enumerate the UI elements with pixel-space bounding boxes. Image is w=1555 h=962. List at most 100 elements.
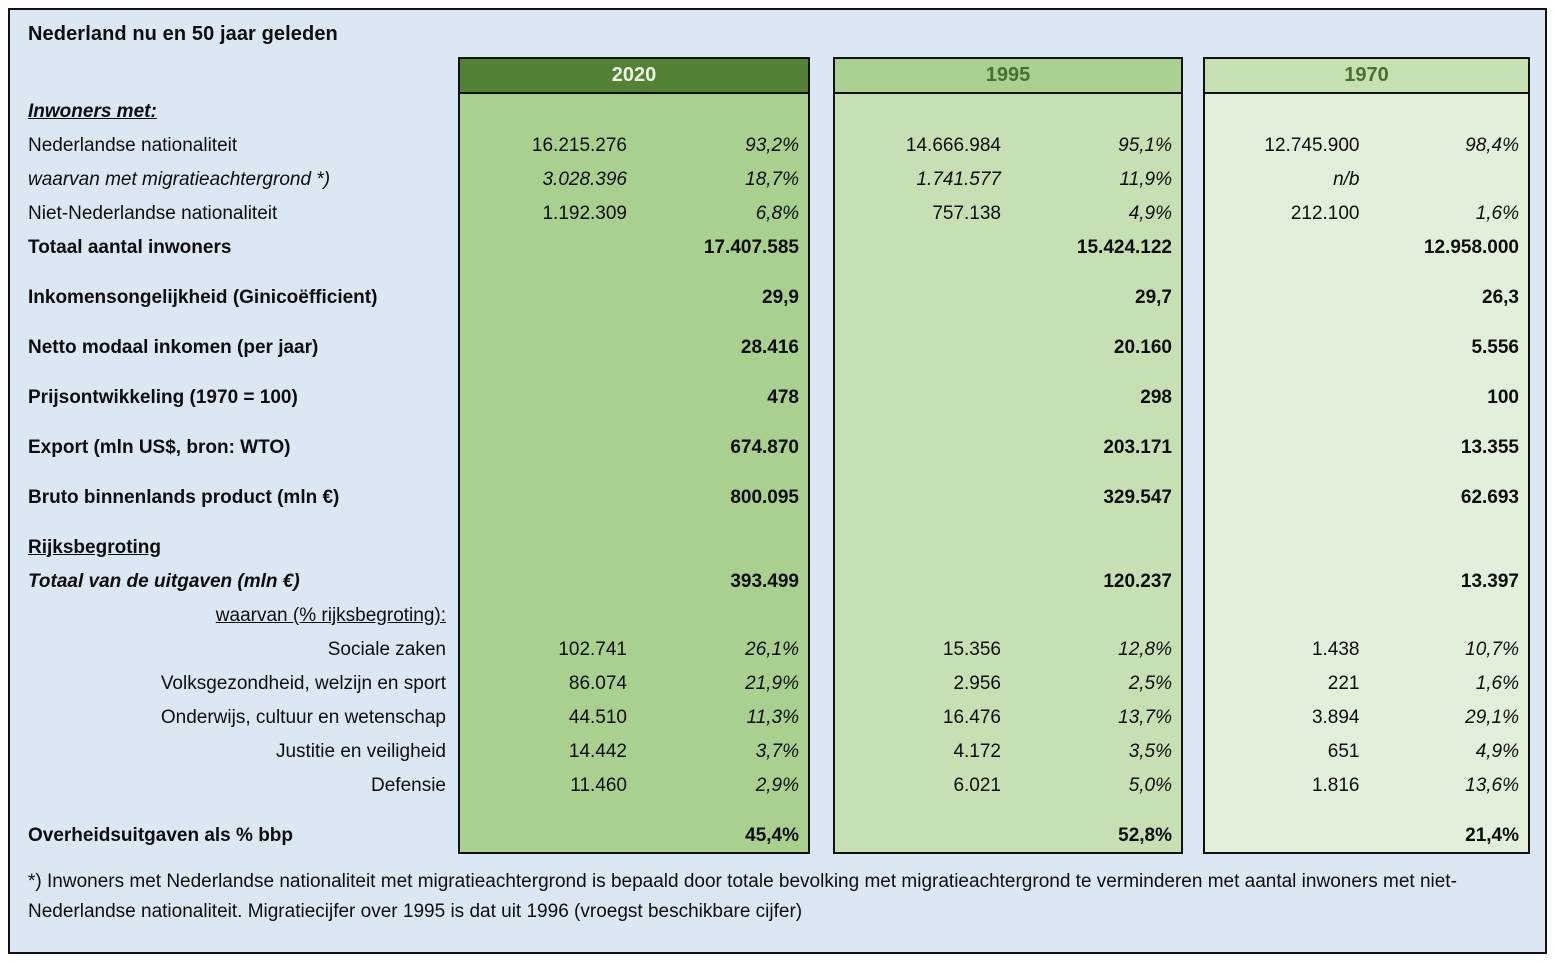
table-row: 393.499 xyxy=(460,564,808,598)
row-label: Inkomensongelijkheid (Ginicoëfficient) xyxy=(28,286,378,308)
table-row xyxy=(460,530,808,564)
table-row: 2.956 2,5% xyxy=(835,666,1181,700)
percent-cell: 26,1% xyxy=(745,638,799,660)
spacer-row xyxy=(1205,364,1528,380)
percent-cell: 1,6% xyxy=(1475,202,1519,224)
table-row: 1.816 13,6% xyxy=(1205,768,1528,802)
row-label: Volksgezondheid, welzijn en sport xyxy=(160,672,446,694)
total-value-cell: 45,4% xyxy=(745,824,799,846)
value-cell: 86.074 xyxy=(568,672,627,694)
total-value-cell: 478 xyxy=(767,386,799,408)
total-value-cell: 29,7 xyxy=(1135,286,1172,308)
table-row: 13.355 xyxy=(1205,430,1528,464)
value-cell: 6.021 xyxy=(953,774,1001,796)
spacer-row xyxy=(28,264,446,280)
table-row: 29,7 xyxy=(835,280,1181,314)
table-row xyxy=(460,598,808,632)
value-cell: 651 xyxy=(1327,740,1360,762)
percent-cell: 4,9% xyxy=(1475,740,1519,762)
table-row: 298 xyxy=(835,380,1181,414)
year-column-body-1995: 14.666.984 95,1% 1.741.577 11,9% 757.138 4,9%… xyxy=(835,94,1181,852)
table-row: 26,3 xyxy=(1205,280,1528,314)
table-row: 4.172 3,5% xyxy=(835,734,1181,768)
table-row: 329.547 xyxy=(835,480,1181,514)
spacer-row xyxy=(835,802,1181,818)
spacer-row xyxy=(1205,464,1528,480)
spacer-row xyxy=(1205,414,1528,430)
value-pair: 12.745.900 98,4% xyxy=(1205,136,1528,155)
table-row: 478 xyxy=(460,380,808,414)
table-row: 29,9 xyxy=(460,280,808,314)
row-label: Justitie en veiligheid xyxy=(275,740,446,762)
value-pair: 16.215.276 93,2% xyxy=(460,136,808,155)
table-row: 3.028.396 18,7% xyxy=(460,162,808,196)
table-row: 20.160 xyxy=(835,330,1181,364)
value-cell: 2.956 xyxy=(953,672,1001,694)
value-cell: 102.741 xyxy=(558,638,627,660)
total-value-cell: 329.547 xyxy=(1103,486,1172,508)
total-value-cell: 17.407.585 xyxy=(703,236,799,258)
value-cell: 3.028.396 xyxy=(542,168,627,190)
comparison-table: Inwoners met: Nederlandse nationaliteit wa… xyxy=(28,57,1530,854)
percent-cell xyxy=(1367,170,1529,189)
value-cell: 212.100 xyxy=(1290,202,1360,224)
table-row xyxy=(1205,530,1528,564)
value-pair: 1.192.309 6,8% xyxy=(460,204,808,223)
table-row: 5.556 xyxy=(1205,330,1528,364)
table-row: 674.870 xyxy=(460,430,808,464)
table-row: 102.741 26,1% xyxy=(460,632,808,666)
table-row: 86.074 21,9% xyxy=(460,666,808,700)
total-value-cell: 674.870 xyxy=(730,436,799,458)
table-row xyxy=(835,94,1181,128)
value-pair: 86.074 21,9% xyxy=(460,674,808,693)
table-row: 100 xyxy=(1205,380,1528,414)
value-cell: 1.816 xyxy=(1311,774,1360,796)
table-row: 62.693 xyxy=(1205,480,1528,514)
row-label: Defensie xyxy=(371,774,446,796)
table-row: 221 1,6% xyxy=(1205,666,1528,700)
table-title: Nederland nu en 50 jaar geleden xyxy=(28,23,338,45)
total-value-cell: 800.095 xyxy=(730,486,799,508)
table-row: 44.510 11,3% xyxy=(460,700,808,734)
table-row: 16.476 13,7% xyxy=(835,700,1181,734)
percent-cell: 21,9% xyxy=(745,672,799,694)
table-row xyxy=(1205,94,1528,128)
value-pair: 4.172 3,5% xyxy=(835,742,1181,761)
value-pair: 1.816 13,6% xyxy=(1205,776,1528,795)
total-value-cell: 203.171 xyxy=(1103,436,1172,458)
percent-cell: 1,6% xyxy=(1475,672,1519,694)
spacer-row xyxy=(1205,802,1528,818)
value-cell: 1.192.309 xyxy=(542,202,627,224)
value-cell: n/b xyxy=(1333,168,1360,190)
value-pair: 44.510 11,3% xyxy=(460,708,808,727)
value-pair: 16.476 13,7% xyxy=(835,708,1181,727)
spacer-row xyxy=(28,464,446,480)
spacer-row xyxy=(835,514,1181,530)
table-row: 52,8% xyxy=(835,818,1181,852)
percent-cell: 98,4% xyxy=(1465,134,1519,156)
table-row: n/b xyxy=(1205,162,1528,196)
table-row: 212.100 1,6% xyxy=(1205,196,1528,230)
spacer-row xyxy=(28,314,446,330)
percent-cell: 4,9% xyxy=(1128,202,1172,224)
percent-cell: 18,7% xyxy=(745,168,799,190)
percent-cell: 95,1% xyxy=(1118,134,1172,156)
table-row: 16.215.276 93,2% xyxy=(460,128,808,162)
row-label: Totaal van de uitgaven (mln €) xyxy=(28,570,300,592)
total-value-cell: 120.237 xyxy=(1103,570,1172,592)
spacer-row xyxy=(835,464,1181,480)
row-label: Netto modaal inkomen (per jaar) xyxy=(28,336,319,358)
spacer-row xyxy=(835,364,1181,380)
table-row: 15.356 12,8% xyxy=(835,632,1181,666)
value-cell: 1.438 xyxy=(1311,638,1360,660)
spacer-row xyxy=(460,414,808,430)
year-column-body-1970: 12.745.900 98,4% n/b 212.100 1,6% 12.958.000 2… xyxy=(1205,94,1528,852)
footnote-text: *) Inwoners met Nederlandse nationalitei… xyxy=(28,871,1457,923)
table-row: 651 4,9% xyxy=(1205,734,1528,768)
spacer-row xyxy=(28,414,446,430)
percent-cell: 5,0% xyxy=(1128,774,1172,796)
year-column-1995: 1995 14.666.984 95,1% 1.741.577 11,9% 757.13… xyxy=(833,57,1183,854)
percent-cell: 3,7% xyxy=(755,740,799,762)
total-value-cell: 100 xyxy=(1487,386,1519,408)
value-cell: 221 xyxy=(1327,672,1360,694)
